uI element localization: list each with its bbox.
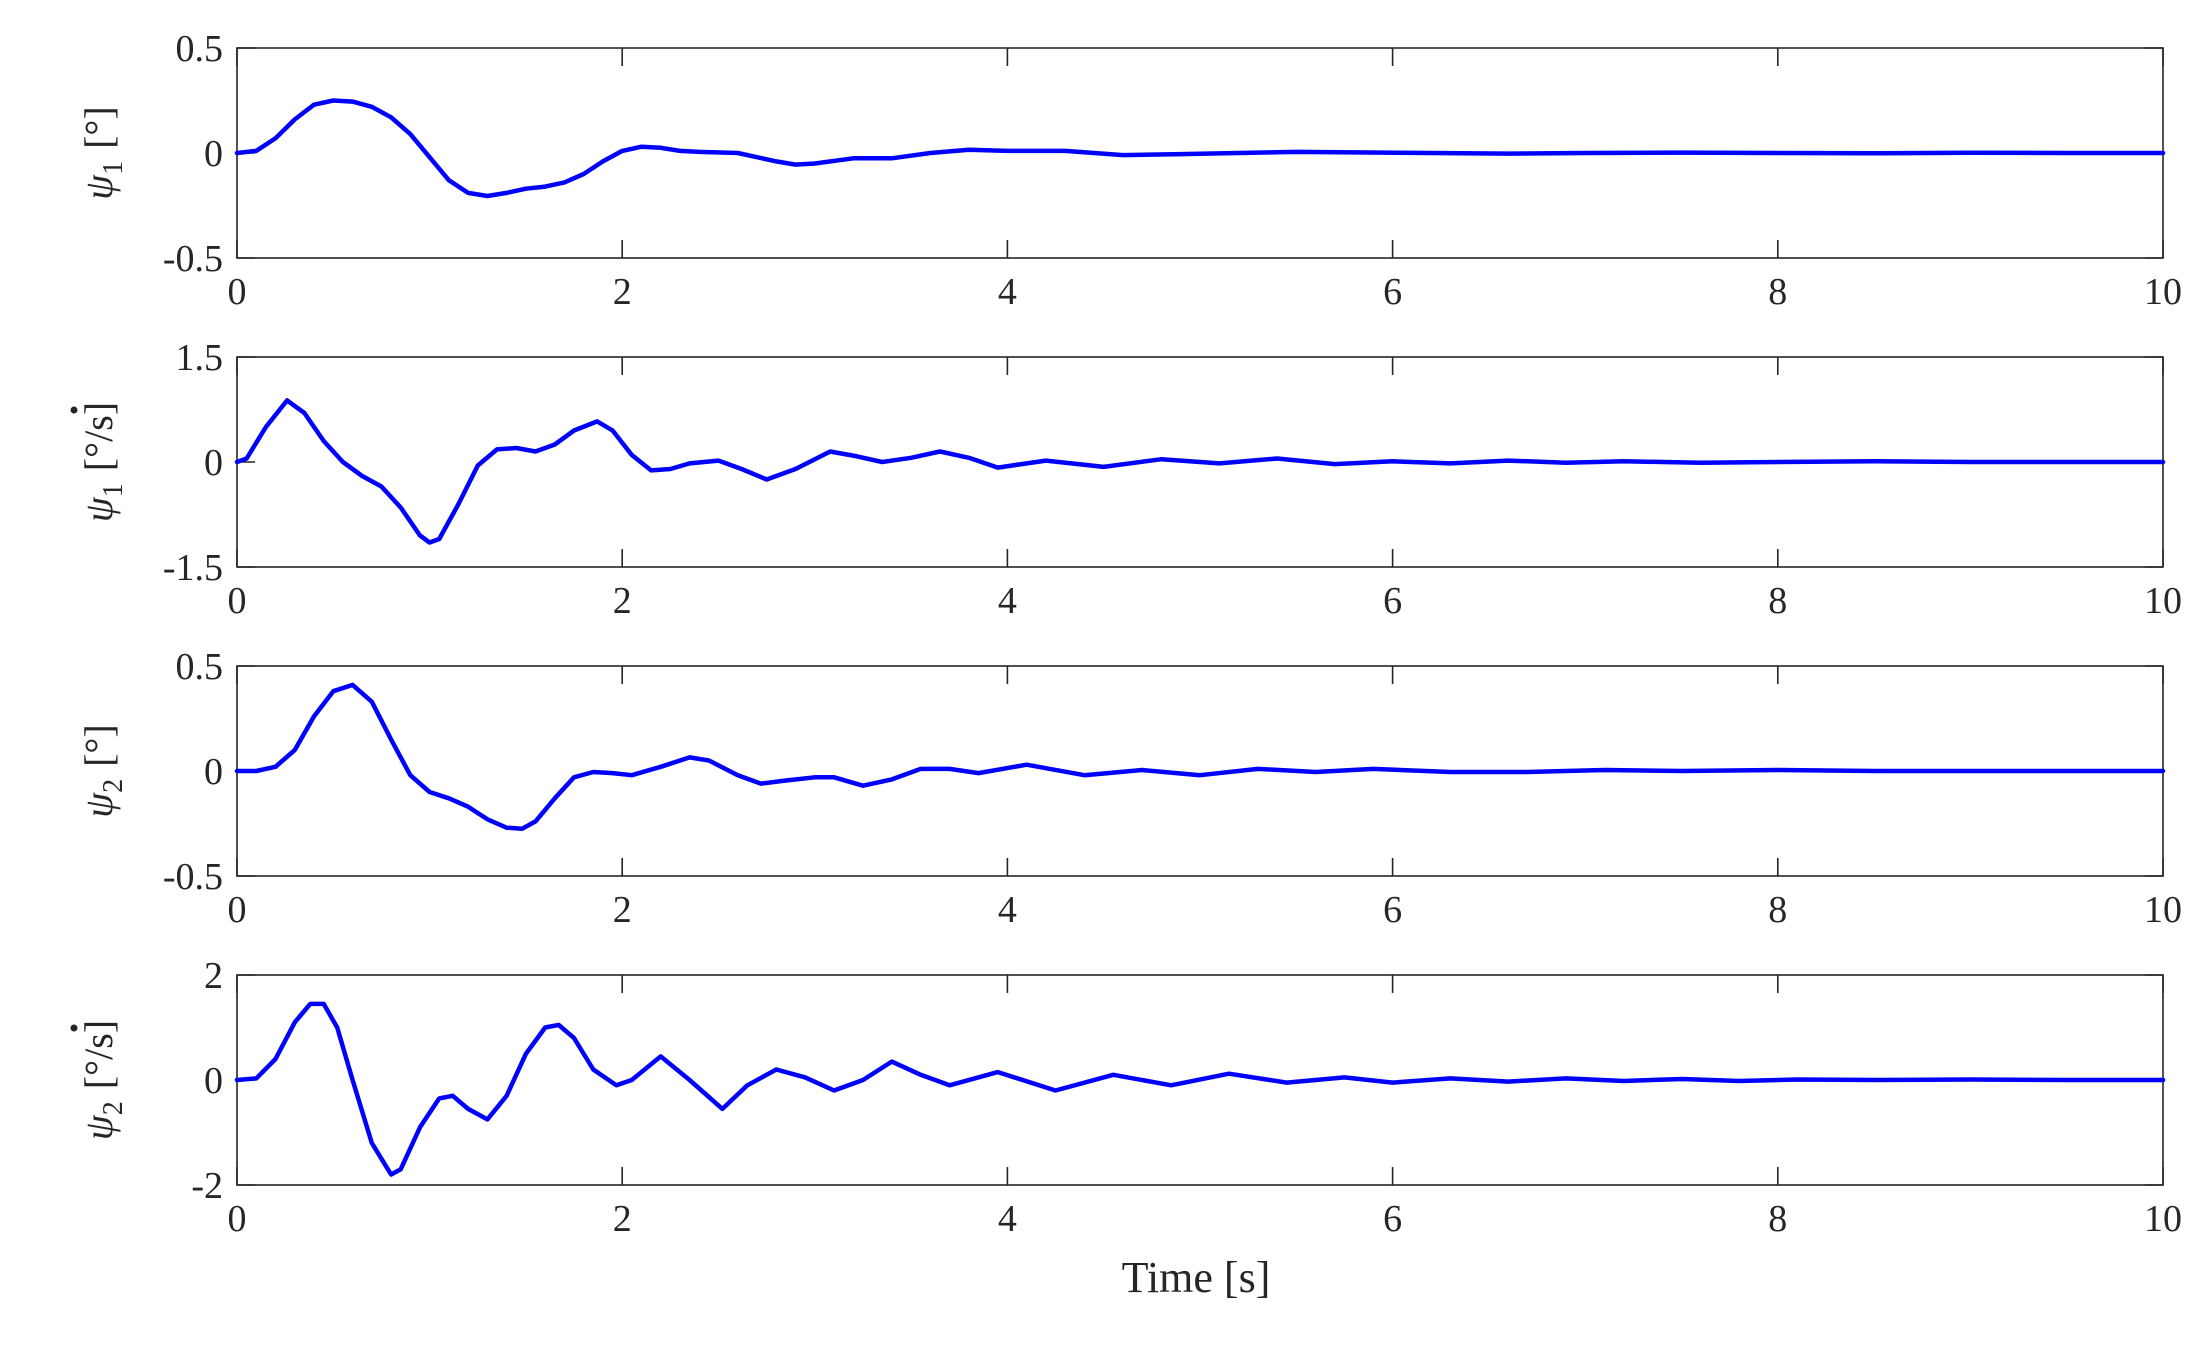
y-label-subscript: 2 [98, 1101, 129, 1115]
y-tick-label: 2 [204, 955, 223, 997]
y-label-symbol: ψ [76, 496, 121, 522]
y-tick-label: 0 [204, 133, 223, 175]
y-tick-label: 0 [204, 1060, 223, 1102]
y-label-symbol: ψ [76, 1114, 121, 1140]
x-tick-label: 4 [998, 889, 1017, 931]
y-tick-label: 1.5 [176, 337, 224, 379]
x-tick-label: 6 [1383, 580, 1402, 622]
x-tick-label: 0 [228, 580, 247, 622]
y-tick-label: -0.5 [163, 856, 223, 898]
y-label-dot [71, 1025, 78, 1032]
x-tick-label: 2 [613, 1198, 632, 1240]
y-tick-label: 0 [204, 751, 223, 793]
panels: 0 2 4 6 8 10-0.500.5ψ1[°]0 2 4 6 8 10-1.501.5ψ1[°/… [71, 28, 2183, 1240]
subplot-3: 0 2 4 6 8 10-0.500.5ψ2[°] [76, 646, 2182, 931]
x-tick-label: 10 [2144, 271, 2182, 313]
subplot-1: 0 2 4 6 8 10-0.500.5ψ1[°] [76, 28, 2182, 313]
x-tick-label: 10 [2144, 580, 2182, 622]
x-tick-label: 0 [228, 889, 247, 931]
data-line [237, 1004, 2163, 1175]
y-tick-label: -1.5 [163, 547, 223, 589]
data-line [237, 685, 2163, 829]
x-tick-label: 8 [1768, 271, 1787, 313]
y-tick-label: -0.5 [163, 238, 223, 280]
x-tick-label: 4 [998, 271, 1017, 313]
y-label-unit: [°/s] [76, 402, 121, 471]
x-tick-label: 10 [2144, 1198, 2182, 1240]
y-label-symbol: ψ [76, 792, 121, 818]
data-line [237, 400, 2163, 542]
x-tick-label: 8 [1768, 580, 1787, 622]
y-label-subscript: 1 [98, 161, 129, 175]
y-label-unit: [°] [76, 724, 121, 767]
y-tick-label: -2 [191, 1165, 223, 1207]
x-tick-label: 8 [1768, 1198, 1787, 1240]
y-axis-label: ψ2 [°] [76, 724, 129, 817]
data-line [237, 101, 2163, 197]
x-tick-label: 6 [1383, 271, 1402, 313]
y-label-subscript: 1 [98, 483, 129, 497]
subplot-2: 0 2 4 6 8 10-1.501.5ψ1[°/s] [71, 337, 2183, 622]
y-tick-label: 0.5 [176, 646, 224, 688]
y-label-subscript: 2 [98, 779, 129, 793]
x-tick-label: 10 [2144, 889, 2182, 931]
x-tick-label: 0 [228, 1198, 247, 1240]
x-tick-label: 6 [1383, 1198, 1402, 1240]
y-label-dot [71, 407, 78, 414]
y-axis-label: ψ1 [°] [76, 106, 129, 199]
x-tick-label: 2 [613, 580, 632, 622]
y-label-unit: [°/s] [76, 1020, 121, 1089]
x-tick-label: 2 [613, 889, 632, 931]
x-axis-label: Time [s] [1122, 1253, 1271, 1302]
x-tick-label: 6 [1383, 889, 1402, 931]
y-label-unit: [°] [76, 106, 121, 149]
y-label-symbol: ψ [76, 174, 121, 200]
y-tick-label: 0 [204, 442, 223, 484]
x-tick-label: 8 [1768, 889, 1787, 931]
x-tick-label: 2 [613, 271, 632, 313]
y-axis-label: ψ2 [°/s] [76, 1020, 129, 1140]
x-tick-label: 4 [998, 580, 1017, 622]
x-tick-label: 4 [998, 1198, 1017, 1240]
y-axis-label: ψ1 [°/s] [76, 402, 129, 522]
y-tick-label: 0.5 [176, 28, 224, 70]
x-tick-label: 0 [228, 271, 247, 313]
